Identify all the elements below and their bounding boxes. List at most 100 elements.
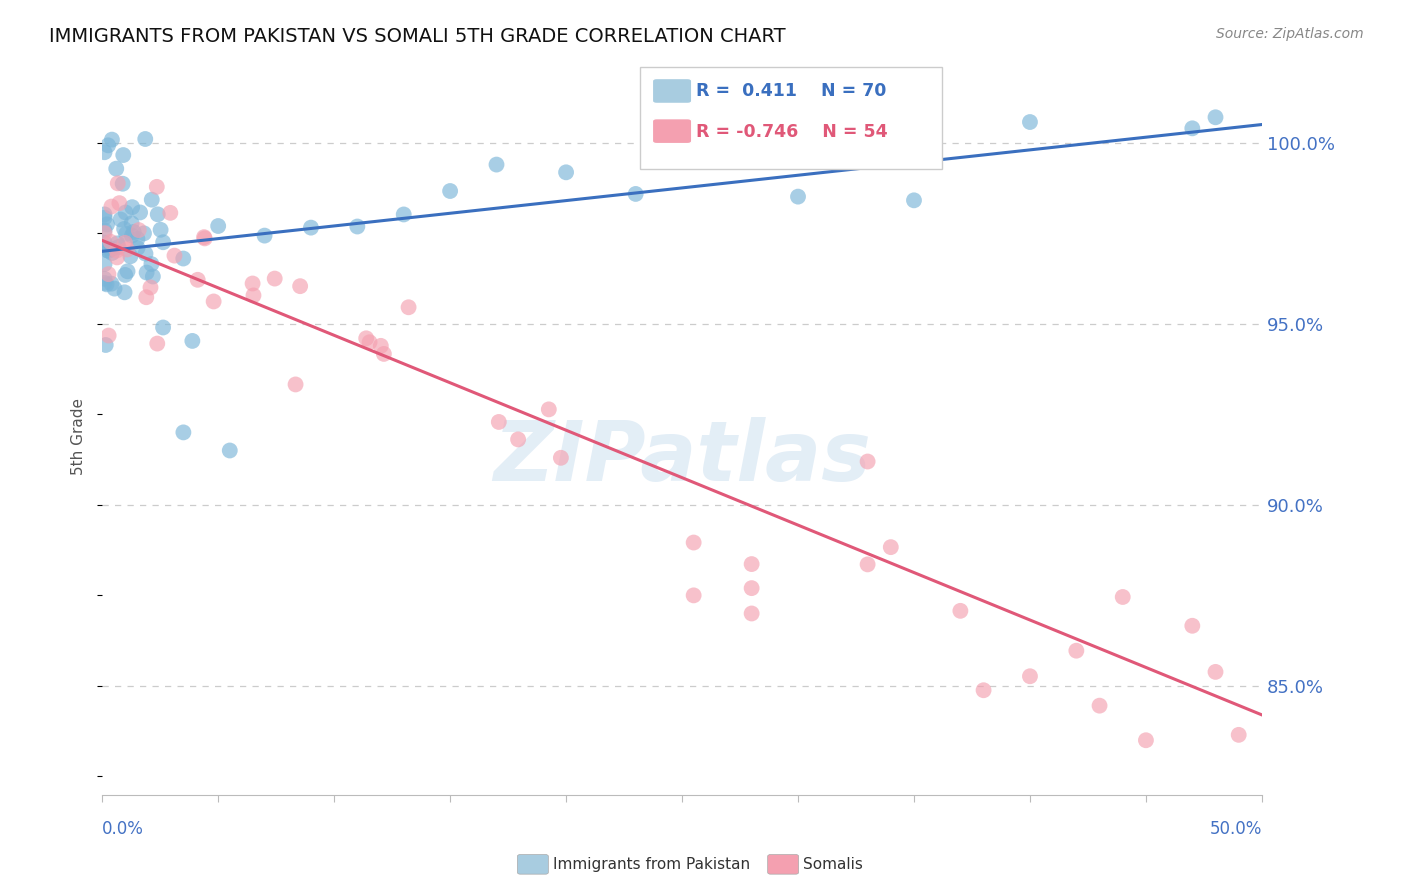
Point [172,252,194,266]
Point [135,266,157,280]
Point [359,335,381,350]
Point [485,158,508,172]
Point [117,264,139,278]
Point [97,328,120,343]
Point [100,235,122,249]
Point [194,231,217,245]
Point [1181,121,1204,136]
Point [187,273,209,287]
Point [1088,698,1111,713]
Point [152,235,174,250]
Point [856,558,879,572]
Point [101,242,124,256]
Point [146,336,169,351]
Point [903,194,925,208]
Point [682,535,704,549]
Point [93,276,115,290]
Point [93,207,115,221]
Point [1066,643,1088,657]
Point [146,179,169,194]
Point [949,604,972,618]
Point [439,184,461,198]
Point [127,232,149,246]
Point [101,133,124,147]
Point [96,243,118,257]
Point [120,249,142,263]
Text: R = -0.746    N = 54: R = -0.746 N = 54 [696,123,887,141]
Text: Immigrants from Pakistan: Immigrants from Pakistan [553,857,749,871]
Point [96,277,118,292]
Point [741,607,763,621]
Point [93,223,115,237]
Point [134,132,156,146]
Point [105,236,128,251]
Point [141,257,163,271]
Point [114,235,136,250]
Point [163,249,186,263]
Point [128,223,150,237]
Point [1227,728,1250,742]
Point [141,193,163,207]
Point [93,272,115,286]
Point [973,683,995,698]
Point [787,189,810,203]
Point [105,161,128,176]
Point [550,450,572,465]
Point [398,300,420,314]
Point [218,443,240,458]
Point [193,230,215,244]
Point [299,220,322,235]
Text: Somalis: Somalis [803,857,863,871]
Point [134,246,156,260]
Point [107,177,129,191]
Point [288,279,311,293]
Point [354,331,377,345]
Point [111,177,134,191]
Point [121,216,143,230]
Text: ZIPatlas: ZIPatlas [494,417,870,498]
Text: R =  0.411    N = 70: R = 0.411 N = 70 [696,82,886,100]
Point [94,338,117,352]
Point [93,145,115,160]
Point [96,241,118,255]
Point [392,207,415,221]
Point [112,222,135,236]
Point [93,257,115,271]
Point [1019,669,1042,683]
Point [1205,665,1227,679]
Point [1112,590,1135,604]
Text: 0.0%: 0.0% [103,820,143,838]
Point [253,228,276,243]
Point [93,226,115,240]
Point [93,211,115,225]
Point [284,377,307,392]
Point [115,227,138,241]
Point [146,207,169,221]
Point [1205,110,1227,124]
Point [142,269,165,284]
Point [488,415,510,429]
Point [624,186,647,201]
Point [129,205,152,219]
Point [93,235,115,250]
Point [114,285,136,300]
Point [1135,733,1157,747]
Y-axis label: 5th Grade: 5th Grade [72,398,86,475]
Point [1181,619,1204,633]
Point [682,588,704,602]
Point [121,200,143,214]
Point [110,212,132,227]
Text: Source: ZipAtlas.com: Source: ZipAtlas.com [1216,27,1364,41]
Point [159,206,181,220]
Point [100,200,122,214]
Point [202,294,225,309]
Text: 50.0%: 50.0% [1209,820,1263,838]
Point [121,228,143,243]
Point [105,251,128,265]
Point [101,246,124,260]
Point [115,243,138,257]
Point [717,146,740,161]
Point [100,277,122,291]
Point [242,277,264,291]
Point [506,433,529,447]
